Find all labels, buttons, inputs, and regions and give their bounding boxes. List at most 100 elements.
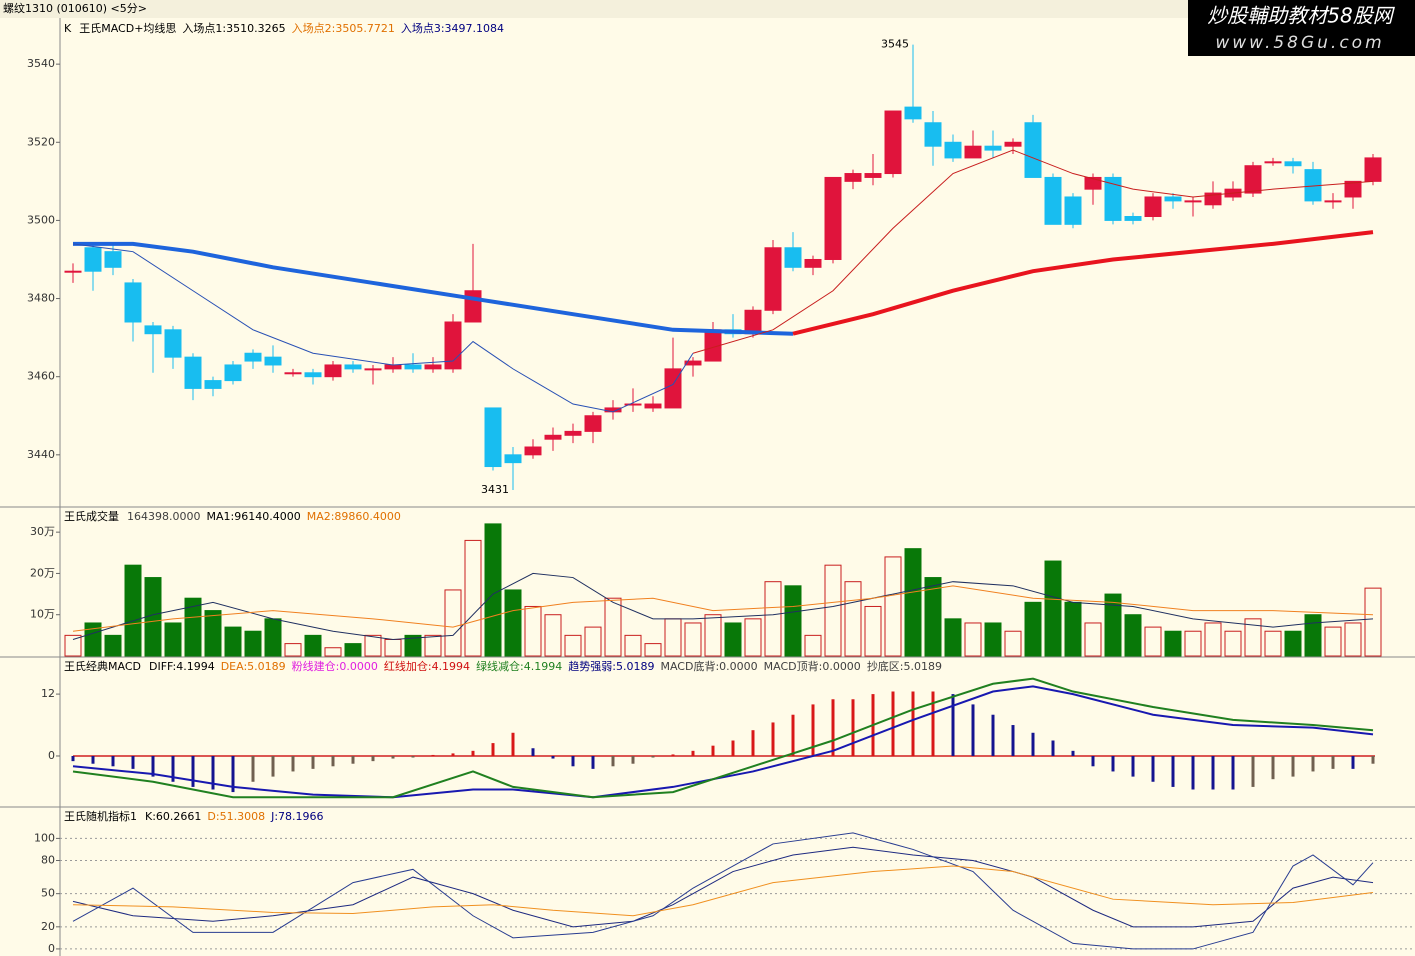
indicator-line <box>792 230 1374 336</box>
candle-body <box>204 380 222 389</box>
panel-stat: 入场点3:3497.1084 <box>401 21 504 35</box>
volume-bar <box>444 589 462 657</box>
volume-bar <box>964 622 982 657</box>
candle-body <box>564 430 582 436</box>
y-tick-label: 0 <box>48 942 55 955</box>
panel-stat: 164398.0000 <box>127 510 200 523</box>
y-tick-label: 10万 <box>30 608 55 621</box>
y-tick-label: 80 <box>41 854 55 867</box>
y-tick-label: 20 <box>41 920 55 933</box>
candle-body <box>784 247 802 268</box>
candle-body <box>1104 176 1122 221</box>
candle-body <box>504 454 522 464</box>
candle-body <box>304 372 322 378</box>
panel-stat: DIFF:4.1994 <box>149 660 215 673</box>
candle-body <box>1004 141 1022 147</box>
candle-body <box>404 364 422 370</box>
volume-bar <box>564 634 582 657</box>
panel-stat: J:78.1966 <box>270 810 323 823</box>
header-bar <box>0 0 1415 18</box>
panel-stat: 趋势强弱:5.0189 <box>568 660 654 673</box>
candle-body <box>1204 192 1222 206</box>
candle-body <box>1144 196 1162 218</box>
indicator-line <box>72 243 694 413</box>
panel-stat: MACD底背:0.0000 <box>660 659 757 673</box>
indicator-line <box>72 685 1374 799</box>
volume-bar <box>604 597 622 657</box>
candle-body <box>1244 165 1262 194</box>
high-label: 3545 <box>881 38 909 51</box>
volume-bar <box>184 597 202 657</box>
candle-body <box>384 364 402 370</box>
candle-body <box>804 258 822 268</box>
volume-bar <box>1264 630 1282 657</box>
volume-bar <box>1164 630 1182 657</box>
candle-body <box>284 372 302 375</box>
volume-bar <box>324 647 342 657</box>
candle-body <box>544 434 562 440</box>
candle-body <box>184 356 202 389</box>
candle-body <box>484 407 502 468</box>
volume-bar <box>364 634 382 657</box>
y-tick-label: 3440 <box>27 448 55 461</box>
volume-bar <box>404 634 422 657</box>
volume-bar <box>84 622 102 657</box>
volume-bar <box>104 634 122 657</box>
volume-bar <box>1004 630 1022 657</box>
volume-bar <box>544 614 562 657</box>
candle-body <box>64 270 82 273</box>
volume-bar <box>1244 618 1262 657</box>
candle-body <box>84 247 102 272</box>
candle-body <box>684 360 702 366</box>
y-tick-label: 20万 <box>30 566 55 579</box>
volume-bar <box>784 585 802 657</box>
volume-bar <box>1304 614 1322 657</box>
panel-stat: K:60.2661 <box>145 810 201 823</box>
volume-bar <box>304 634 322 657</box>
volume-bar <box>944 618 962 657</box>
panel-stat: 红线加仓:4.1994 <box>384 659 470 673</box>
volume-bar <box>264 618 282 657</box>
candle-body <box>1064 196 1082 225</box>
volume-bar <box>1184 630 1202 657</box>
volume-bar <box>204 610 222 657</box>
indicator-line <box>72 677 1374 799</box>
candle-body <box>1084 176 1102 190</box>
candle-body <box>904 106 922 120</box>
candle-body <box>464 290 482 323</box>
candle-body <box>324 364 342 378</box>
candle-body <box>1044 176 1062 225</box>
volume-bar <box>424 634 442 657</box>
candle-body <box>844 173 862 182</box>
watermark-url: www.58Gu.com <box>1215 33 1384 53</box>
volume-bar <box>1224 630 1242 657</box>
volume-bar <box>284 643 302 657</box>
y-tick-label: 30万 <box>30 525 55 538</box>
y-tick-label: 3500 <box>27 213 55 226</box>
candle-body <box>984 145 1002 151</box>
candle-body <box>1344 180 1362 198</box>
candle-body <box>1284 161 1302 167</box>
candle-body <box>344 364 362 370</box>
candle-body <box>584 415 602 432</box>
panel-stat: 粉线建仓:0.0000 <box>292 659 378 673</box>
y-tick-label: 3480 <box>27 292 55 305</box>
candle-body <box>104 251 122 268</box>
volume-bar <box>344 643 362 657</box>
candle-body <box>1364 157 1382 182</box>
panel-stat: 绿线减仓:4.1994 <box>476 659 562 673</box>
y-tick-label: 3520 <box>27 135 55 148</box>
y-tick-label: 12 <box>41 687 55 700</box>
volume-bar <box>1084 622 1102 657</box>
volume-bar <box>1324 626 1342 657</box>
volume-bar <box>484 523 502 657</box>
candle-body <box>524 446 542 456</box>
panel-stat: MA1:96140.4000 <box>206 510 300 523</box>
volume-bar <box>764 581 782 657</box>
volume-bar <box>164 622 182 657</box>
volume-bar <box>464 539 482 657</box>
panel-title: K <box>64 22 72 35</box>
volume-bar <box>1064 601 1082 657</box>
candle-body <box>1124 216 1142 221</box>
